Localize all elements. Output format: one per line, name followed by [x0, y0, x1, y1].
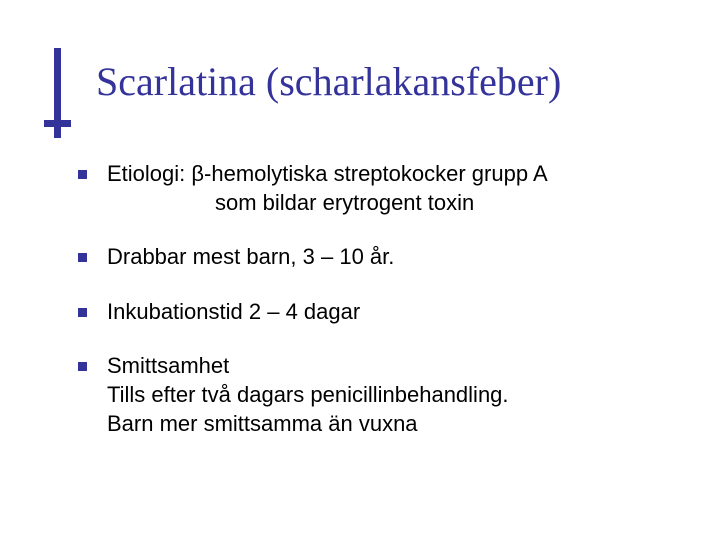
bullet-line: Tills efter två dagars penicillinbehandl… [107, 382, 509, 407]
bullet-text: Smittsamhet Tills efter två dagars penic… [107, 352, 509, 438]
bullet-item: Inkubationstid 2 – 4 dagar [78, 298, 668, 327]
bullet-item: Etiologi: β-hemolytiska streptokocker gr… [78, 160, 668, 217]
bullet-line: Smittsamhet [107, 353, 229, 378]
square-bullet-icon [78, 362, 87, 371]
bullet-item: Drabbar mest barn, 3 – 10 år. [78, 243, 668, 272]
bullet-item: Smittsamhet Tills efter två dagars penic… [78, 352, 668, 438]
bullet-text: Etiologi: β-hemolytiska streptokocker gr… [107, 160, 548, 217]
square-bullet-icon [78, 253, 87, 262]
bullet-line: Barn mer smittsamma än vuxna [107, 411, 418, 436]
bullet-text: Drabbar mest barn, 3 – 10 år. [107, 243, 394, 272]
bullet-line: Drabbar mest barn, 3 – 10 år. [107, 244, 394, 269]
square-bullet-icon [78, 308, 87, 317]
bullet-text: Inkubationstid 2 – 4 dagar [107, 298, 360, 327]
bullet-line: Inkubationstid 2 – 4 dagar [107, 299, 360, 324]
accent-horizontal-bar [44, 120, 71, 127]
slide-title: Scarlatina (scharlakansfeber) [96, 58, 561, 105]
square-bullet-icon [78, 170, 87, 179]
bullet-line: som bildar erytrogent toxin [107, 189, 548, 218]
slide: Scarlatina (scharlakansfeber) Etiologi: … [0, 0, 720, 540]
bullet-line: Etiologi: β-hemolytiska streptokocker gr… [107, 161, 548, 186]
slide-body: Etiologi: β-hemolytiska streptokocker gr… [78, 160, 668, 464]
